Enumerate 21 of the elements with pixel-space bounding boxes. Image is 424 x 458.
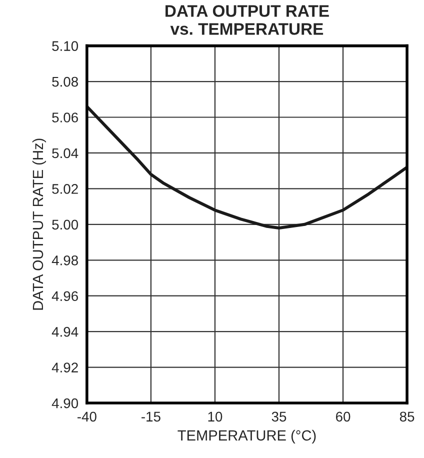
line-series — [86, 105, 408, 230]
y-tick-label: 5.06 — [52, 112, 78, 122]
y-tick-label: 5.02 — [52, 184, 78, 194]
x-axis-title: TEMPERATURE (°C) — [178, 430, 316, 444]
chart-title: DATA OUTPUT RATE vs. TEMPERATURE — [166, 5, 329, 35]
y-tick-label: 4.98 — [52, 255, 78, 266]
y-tick-label: 4.96 — [52, 291, 78, 302]
x-tick-label: 60 — [336, 412, 350, 422]
y-tick-label: 5.00 — [52, 220, 78, 230]
x-tick-label: -15 — [142, 412, 160, 422]
x-tick-label: -40 — [78, 412, 96, 422]
x-tick-label: 35 — [272, 412, 286, 422]
y-axis-title: DATA OUTPUT RATE (Hz) — [32, 138, 46, 310]
y-tick-label: 5.10 — [52, 41, 78, 51]
y-tick-label: 5.04 — [52, 148, 78, 158]
x-tick-label: 85 — [400, 412, 414, 422]
y-tick-label: 4.92 — [52, 362, 78, 372]
x-tick-label: 10 — [208, 412, 222, 422]
y-tick-label: 5.08 — [52, 76, 78, 87]
y-tick-label: 4.90 — [52, 398, 78, 408]
y-tick-label: 4.94 — [52, 326, 78, 337]
